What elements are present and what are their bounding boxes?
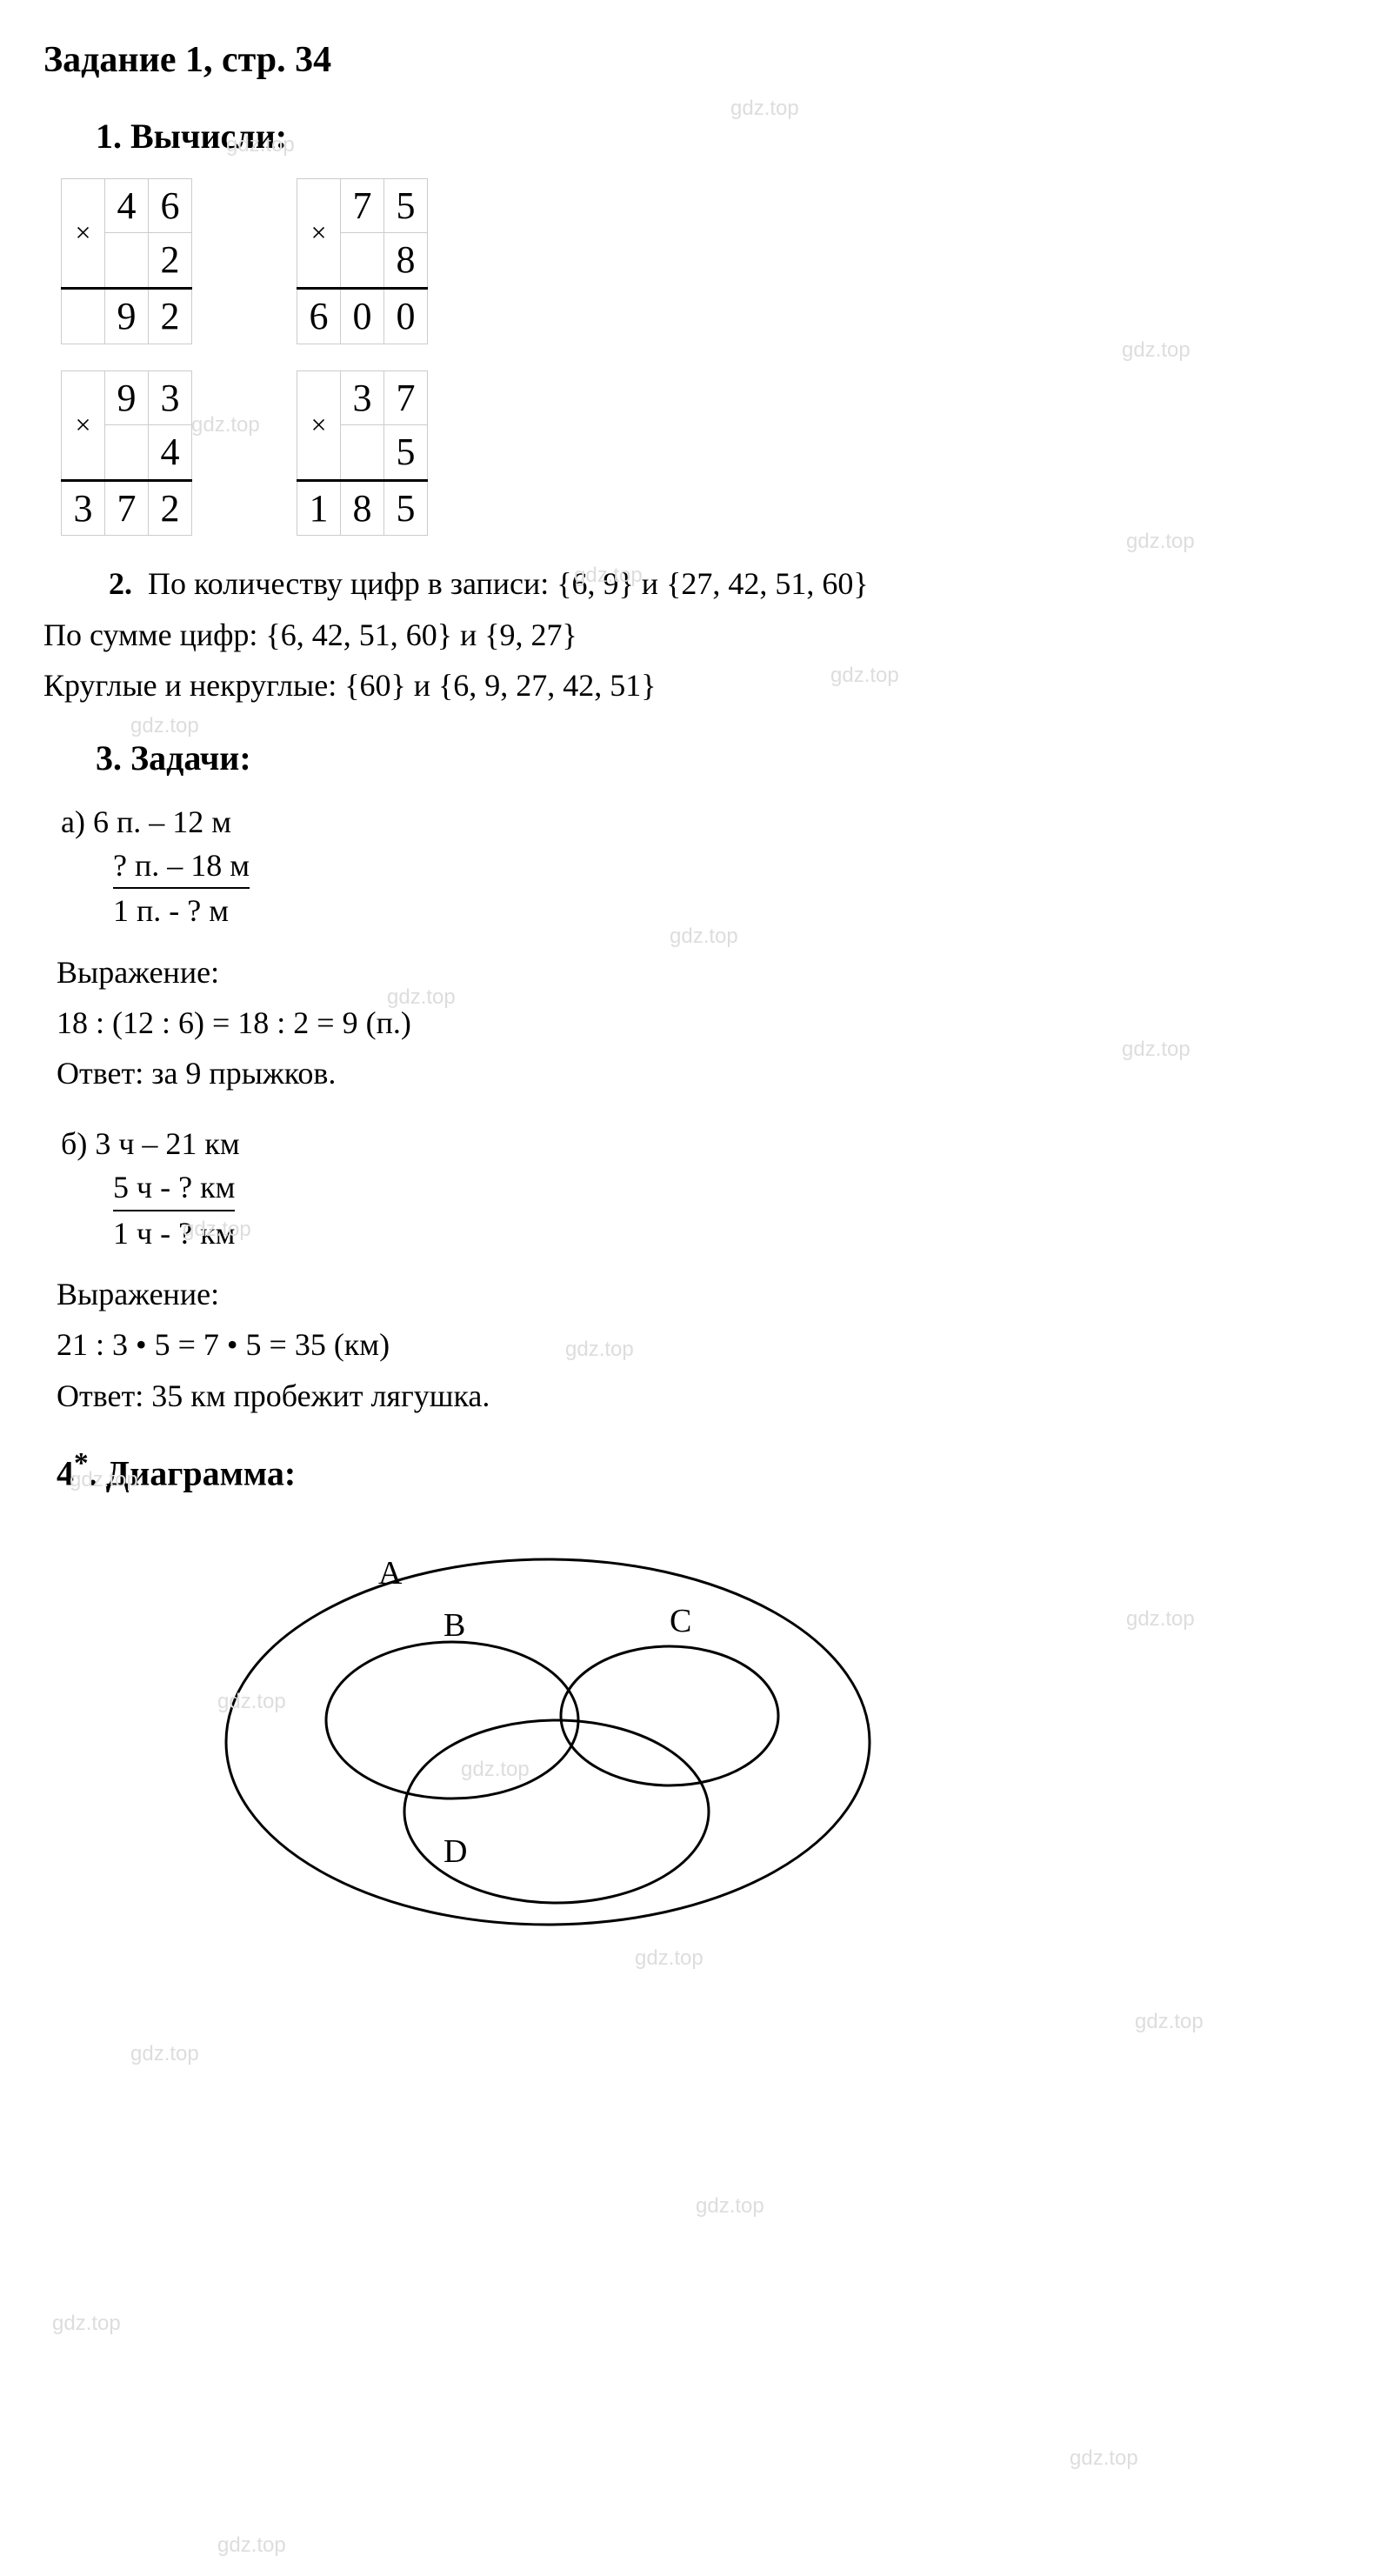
digit: [105, 233, 149, 289]
venn-diagram: AB C D: [200, 1516, 896, 1951]
digit: 7: [341, 178, 384, 233]
problem-b-expr-label: Выражение:: [57, 1272, 1344, 1316]
watermark: gdz.top: [461, 1755, 530, 1785]
digit: 2: [149, 233, 192, 289]
digit: 5: [384, 480, 428, 536]
watermark: gdz.top: [130, 2039, 199, 2069]
problem-a-line1: а) 6 п. – 12 м: [61, 800, 1344, 844]
watermark: gdz.top: [635, 1944, 704, 1973]
section2-line2: По сумме цифр: {6, 42, 51, 60} и {9, 27}: [43, 613, 1344, 657]
problem-b-line1: б) 3 ч – 21 км: [61, 1122, 1344, 1165]
watermark: gdz.top: [387, 983, 456, 1012]
mult-sign: ×: [62, 178, 105, 288]
digit: 0: [384, 288, 428, 344]
watermark: gdz.top: [217, 1687, 286, 1717]
digit: [62, 288, 105, 344]
venn-label-d: D: [443, 1829, 467, 1875]
digit: 3: [341, 370, 384, 425]
watermark: gdz.top: [1135, 2007, 1204, 2037]
watermark: gdz.top: [70, 1465, 138, 1495]
digit: 4: [105, 178, 149, 233]
digit: [105, 425, 149, 481]
mult-sign: ×: [297, 370, 341, 480]
watermark: gdz.top: [226, 130, 295, 160]
section3-heading: 3. Задачи:: [96, 734, 1344, 783]
digit: 2: [149, 288, 192, 344]
venn-label-c: C: [670, 1598, 691, 1645]
digit: 9: [105, 288, 149, 344]
section2: 2. По количеству цифр в записи: {6, 9} и…: [43, 562, 1344, 707]
digit: 6: [297, 288, 341, 344]
digit: 3: [62, 480, 105, 536]
watermark: gdz.top: [52, 2309, 121, 2339]
watermark: gdz.top: [130, 711, 199, 741]
problem-b-line3: 1 ч - ? км: [113, 1211, 1344, 1255]
digit: 5: [384, 178, 428, 233]
section3-num: 3.: [96, 738, 122, 777]
digit: 8: [384, 233, 428, 289]
watermark: gdz.top: [730, 94, 799, 123]
watermark: gdz.top: [1126, 1605, 1195, 1634]
problem-b-expr: 21 : 3 • 5 = 7 • 5 = 35 (км): [57, 1323, 1344, 1366]
venn-ellipse-a: [226, 1559, 870, 1925]
digit: 8: [341, 480, 384, 536]
multiplication-table: ×934372: [61, 370, 192, 537]
watermark: gdz.top: [1126, 527, 1195, 557]
digit: 9: [105, 370, 149, 425]
multiplication-table: ×46292: [61, 178, 192, 344]
digit: [341, 233, 384, 289]
problem-b-answer: Ответ: 35 км пробежит лягушка.: [57, 1374, 1344, 1418]
digit: 7: [384, 370, 428, 425]
watermark: gdz.top: [565, 1335, 634, 1365]
watermark: gdz.top: [183, 1215, 251, 1245]
venn-ellipse-d: [404, 1720, 709, 1903]
mult-sign: ×: [62, 370, 105, 480]
problem-a-expr-label: Выражение:: [57, 951, 1344, 994]
watermark: gdz.top: [217, 2531, 286, 2560]
digit: 6: [149, 178, 192, 233]
digit: 2: [149, 480, 192, 536]
multiplication-table: ×375185: [297, 370, 428, 537]
venn-ellipse-c: [561, 1646, 778, 1785]
venn-label-a: A: [378, 1551, 402, 1597]
venn-label-b: B: [443, 1603, 465, 1649]
digit: 4: [149, 425, 192, 481]
section4-heading: 4*. Диаграмма:: [57, 1444, 1344, 1498]
problem-a-setup: а) 6 п. – 12 м ? п. – 18 м 1 п. - ? м: [61, 800, 1344, 933]
problem-a-line2: ? п. – 18 м: [113, 844, 1344, 889]
venn-svg: [200, 1516, 896, 1968]
digit: 7: [105, 480, 149, 536]
watermark: gdz.top: [830, 661, 899, 691]
digit: 5: [384, 425, 428, 481]
section1-num: 1.: [96, 117, 122, 156]
page-title: Задание 1, стр. 34: [43, 35, 1344, 86]
digit: 0: [341, 288, 384, 344]
multiplication-table: ×758600: [297, 178, 428, 344]
section2-line3: Круглые и некруглые: {60} и {6, 9, 27, 4…: [43, 664, 1344, 707]
watermark: gdz.top: [670, 922, 738, 951]
watermark: gdz.top: [574, 561, 643, 591]
mult-row-1: ×46292×758600: [61, 178, 1344, 344]
page-content: Задание 1, стр. 34 1. Вычисли: ×46292×75…: [43, 35, 1344, 1951]
digit: 3: [149, 370, 192, 425]
watermark: gdz.top: [1122, 1035, 1190, 1064]
mult-row-2: ×934372×375185: [61, 370, 1344, 537]
section2-line1: 2. По количеству цифр в записи: {6, 9} и…: [43, 562, 1344, 605]
watermark: gdz.top: [1122, 336, 1190, 365]
problem-b-line2: 5 ч - ? км: [113, 1165, 1344, 1211]
section3-text: Задачи:: [130, 738, 251, 777]
problem-b-setup: б) 3 ч – 21 км 5 ч - ? км 1 ч - ? км: [61, 1122, 1344, 1255]
mult-sign: ×: [297, 178, 341, 288]
watermark: gdz.top: [1070, 2444, 1138, 2473]
watermark: gdz.top: [191, 410, 260, 440]
digit: 1: [297, 480, 341, 536]
watermark: gdz.top: [696, 2192, 764, 2221]
digit: [341, 425, 384, 481]
